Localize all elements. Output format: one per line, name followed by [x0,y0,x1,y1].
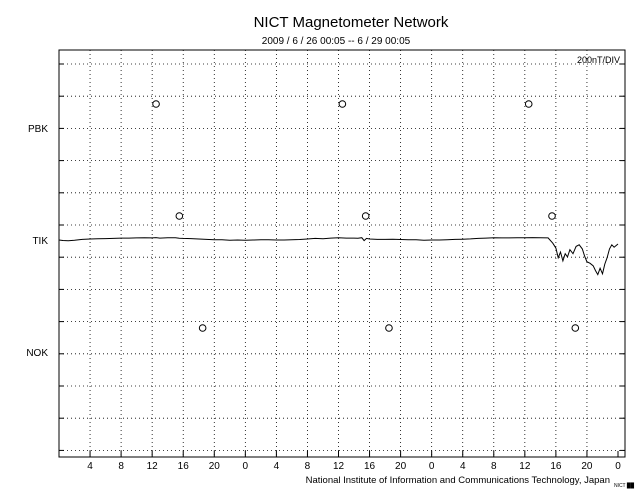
x-axis-ticks: 4 8 12 16 20 0 4 8 12 16 20 0 4 8 12 16 20 0 [87,451,621,472]
day-marker-tik [548,212,556,220]
day-marker-nok [198,324,207,332]
grid [59,50,625,457]
day-marker-tik [361,212,370,220]
x-tick-label: 12 [147,461,159,472]
x-tick-label: 16 [178,461,190,472]
x-tick-label: 20 [581,461,593,472]
station-label-pbk: PBK [28,124,48,135]
day-marker-pbk [338,100,347,108]
day-marker-pbk [524,100,533,108]
day-marker-tik [175,212,184,220]
scale-note: 200nT/DIV [577,55,620,65]
x-tick-label: 8 [491,461,497,472]
x-tick-label: 8 [118,461,124,472]
x-tick-label: 4 [87,461,93,472]
station-label-tik: TIK [32,236,48,247]
x-tick-label: 12 [519,461,531,472]
credit-text: National Institute of Information and Co… [306,475,610,486]
day-marker-pbk [152,100,160,108]
x-tick-label: 4 [460,461,466,472]
x-tick-label: 12 [333,461,345,472]
plot-frame [58,49,626,458]
station-labels: PBK TIK NOK [26,124,48,359]
x-tick-label: 8 [305,461,311,472]
day-markers [152,100,580,332]
day-marker-nok [385,324,393,332]
series-layer [58,237,619,276]
x-tick-label: 4 [274,461,280,472]
x-tick-label: 0 [243,461,249,472]
x-tick-label: 20 [209,461,221,472]
x-tick-label: 16 [364,461,376,472]
credit-mark: NICT ██ [614,482,635,489]
x-tick-label: 0 [429,461,435,472]
chart-title: NICT Magnetometer Network [254,14,449,31]
x-tick-label: 0 [615,461,621,472]
x-tick-label: 20 [395,461,407,472]
station-label-nok: NOK [26,348,48,359]
x-tick-label: 16 [550,461,562,472]
day-marker-nok [571,324,580,332]
series-line-tik [58,237,619,276]
chart-subtitle: 2009 / 6 / 26 00:05 -- 6 / 29 00:05 [262,36,411,47]
